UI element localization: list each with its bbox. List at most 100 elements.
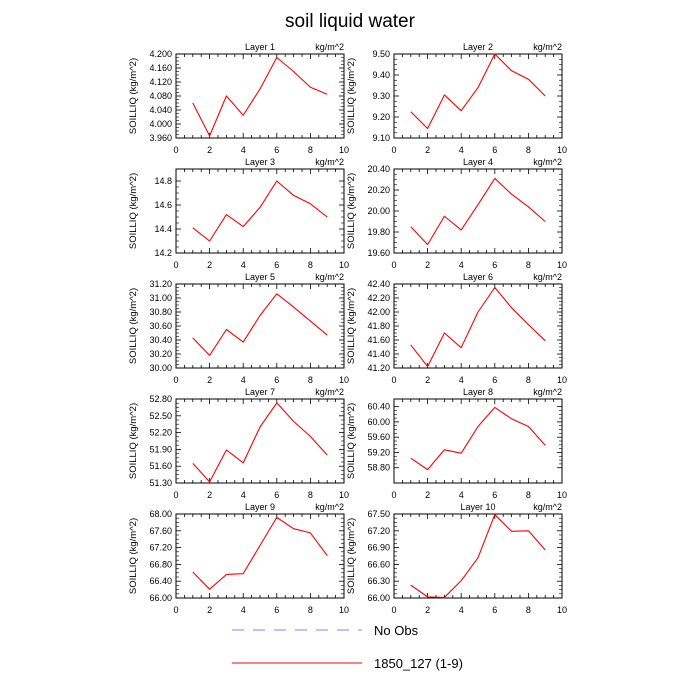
plot-frame <box>175 513 345 599</box>
x-tick-label: 2 <box>425 145 430 155</box>
series-line-1 <box>192 180 328 242</box>
panel-layer-2: 0 2 4 6 8 10 9.10 9.20 9.30 9.40 9.50 Layer 2 kg/m^2… <box>346 42 567 155</box>
y-tick-label: 67.20 <box>149 543 172 553</box>
y-tick-label: 14.8 <box>154 176 172 186</box>
x-tick-label: 6 <box>492 605 497 615</box>
x-tick-label: 4 <box>459 490 464 500</box>
panel-layer-4: 0 2 4 6 8 10 19.60 19.80 20.00 20.20 20.40 Layer 4 k… <box>346 157 567 270</box>
panel-title: Layer 6 <box>463 272 493 282</box>
x-tick-label: 8 <box>308 605 313 615</box>
panel-units: kg/m^2 <box>533 272 562 282</box>
y-tick-label: 14.6 <box>154 200 172 210</box>
x-tick-label: 4 <box>459 260 464 270</box>
y-tick-label: 9.50 <box>372 49 390 59</box>
x-tick-label: 10 <box>557 605 567 615</box>
panel-units: kg/m^2 <box>315 272 344 282</box>
x-tick-label: 2 <box>207 375 212 385</box>
x-tick-label: 8 <box>308 375 313 385</box>
series-line-1 <box>410 286 546 368</box>
panel-units: kg/m^2 <box>315 157 344 167</box>
series-line-1 <box>410 53 546 130</box>
y-tick-label: 31.00 <box>149 293 172 303</box>
legend: No Obs 1850_127 (1-9) <box>232 623 463 671</box>
y-tick-label: 67.20 <box>367 526 390 536</box>
series-line-1 <box>410 514 546 598</box>
y-tick-label: 42.00 <box>367 307 390 317</box>
x-tick-label: 2 <box>425 375 430 385</box>
y-tick-label: 19.60 <box>367 248 390 258</box>
y-tick-label: 19.80 <box>367 227 390 237</box>
x-tick-label: 0 <box>391 260 396 270</box>
x-tick-label: 0 <box>173 260 178 270</box>
y-tick-label: 30.00 <box>149 363 172 373</box>
y-tick-label: 3.960 <box>149 133 172 143</box>
y-tick-label: 66.90 <box>367 543 390 553</box>
y-tick-label: 68.00 <box>149 509 172 519</box>
x-tick-label: 0 <box>173 490 178 500</box>
x-tick-label: 0 <box>391 145 396 155</box>
y-tick-label: 4.040 <box>149 105 172 115</box>
x-tick-label: 0 <box>173 375 178 385</box>
y-tick-label: 66.40 <box>149 576 172 586</box>
plot-frame <box>393 168 563 254</box>
series-line-1 <box>192 293 328 356</box>
y-tick-label: 4.160 <box>149 63 172 73</box>
panel-layer-6: 0 2 4 6 8 10 41.20 41.40 41.60 41.80 42.00 42.20 42.… <box>346 272 567 385</box>
panel-layer-8: 0 2 4 6 8 10 58.80 59.20 59.60 60.00 60.40 Layer 8 k… <box>346 387 567 500</box>
x-tick-label: 8 <box>308 145 313 155</box>
x-tick-label: 2 <box>425 605 430 615</box>
y-tick-label: 51.60 <box>149 461 172 471</box>
y-axis-label: SOILLIQ (kg/m^2) <box>128 288 139 364</box>
x-tick-label: 10 <box>339 490 349 500</box>
x-tick-label: 6 <box>274 145 279 155</box>
panel-units: kg/m^2 <box>533 42 562 52</box>
y-tick-label: 67.60 <box>149 526 172 536</box>
y-axis-label: SOILLIQ (kg/m^2) <box>346 58 357 134</box>
x-tick-label: 4 <box>459 375 464 385</box>
y-tick-label: 30.80 <box>149 307 172 317</box>
y-tick-label: 9.20 <box>372 112 390 122</box>
y-tick-label: 66.00 <box>367 593 390 603</box>
figure-title: soil liquid water <box>285 11 416 32</box>
x-tick-label: 8 <box>526 490 531 500</box>
panel-units: kg/m^2 <box>315 387 344 397</box>
x-tick-label: 10 <box>557 260 567 270</box>
y-axis-label: SOILLIQ (kg/m^2) <box>346 403 357 479</box>
plot-frame <box>175 283 345 369</box>
y-tick-label: 9.40 <box>372 70 390 80</box>
y-tick-label: 60.40 <box>367 402 390 412</box>
plot-frame <box>393 513 563 599</box>
y-tick-label: 42.20 <box>367 293 390 303</box>
x-tick-label: 10 <box>557 145 567 155</box>
x-tick-label: 6 <box>492 375 497 385</box>
panel-title: Layer 1 <box>245 42 275 52</box>
series-line-1 <box>410 406 546 471</box>
y-tick-label: 4.080 <box>149 91 172 101</box>
panel-title: Layer 2 <box>463 42 493 52</box>
panels-group: 0 2 4 6 8 10 3.960 4.000 4.040 4.080 4.120 4.160 4.2… <box>128 42 567 615</box>
panel-units: kg/m^2 <box>533 387 562 397</box>
y-tick-label: 20.00 <box>367 206 390 216</box>
y-tick-label: 41.20 <box>367 363 390 373</box>
y-tick-label: 42.40 <box>367 279 390 289</box>
x-tick-label: 6 <box>274 260 279 270</box>
panel-units: kg/m^2 <box>533 157 562 167</box>
x-tick-label: 4 <box>241 145 246 155</box>
panel-units: kg/m^2 <box>315 502 344 512</box>
x-tick-label: 6 <box>492 490 497 500</box>
series-line-1 <box>192 56 328 137</box>
y-tick-label: 30.40 <box>149 335 172 345</box>
x-tick-label: 4 <box>459 145 464 155</box>
panel-title: Layer 5 <box>245 272 275 282</box>
x-tick-label: 2 <box>207 260 212 270</box>
y-tick-label: 14.4 <box>154 224 172 234</box>
y-tick-label: 20.20 <box>367 185 390 195</box>
x-tick-label: 6 <box>274 605 279 615</box>
legend-model-label: 1850_127 (1-9) <box>374 656 463 671</box>
y-tick-label: 31.20 <box>149 279 172 289</box>
x-tick-label: 6 <box>274 375 279 385</box>
y-tick-label: 41.40 <box>367 349 390 359</box>
y-tick-label: 52.20 <box>149 428 172 438</box>
y-tick-label: 59.20 <box>367 447 390 457</box>
plot-frame <box>393 53 563 139</box>
